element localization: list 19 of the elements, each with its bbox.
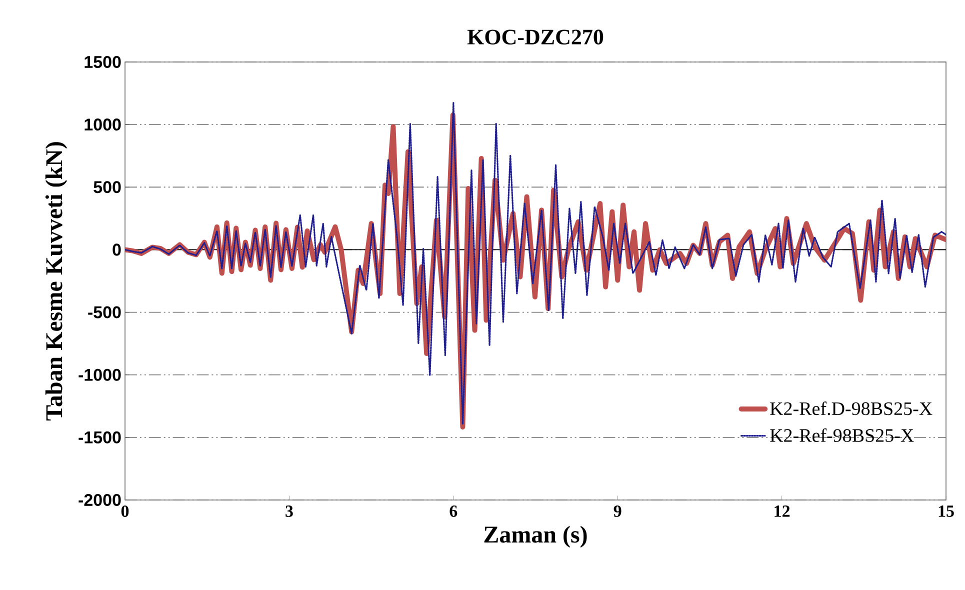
y-tick-label: -500	[88, 306, 121, 318]
y-tick-label: -1500	[78, 431, 121, 444]
y-tick-label: -1000	[78, 368, 121, 381]
x-tick-label: 15	[938, 506, 954, 517]
y-tick-label: 500	[94, 181, 121, 194]
y-tick-label: 0	[112, 244, 121, 256]
x-axis-title: Zaman (s)	[484, 526, 587, 548]
legend-label: K2-Ref-98BS25-X	[770, 428, 914, 442]
x-tick-label: 3	[286, 506, 293, 517]
x-tick-label: 12	[774, 506, 790, 517]
y-tick-label: 1500	[84, 56, 121, 68]
x-tick-label: 0	[121, 506, 129, 517]
chart-title: KOC-DZC270	[467, 30, 604, 44]
y-axis-title: Taban Kesme Kuvveti (kN)	[45, 142, 68, 421]
legend-label: K2-Ref.D-98BS25-X	[770, 402, 932, 416]
x-tick-label: 9	[614, 506, 622, 517]
x-tick-label: 6	[450, 506, 458, 517]
y-tick-label: 1000	[84, 118, 121, 131]
y-tick-label: -2000	[78, 494, 121, 506]
